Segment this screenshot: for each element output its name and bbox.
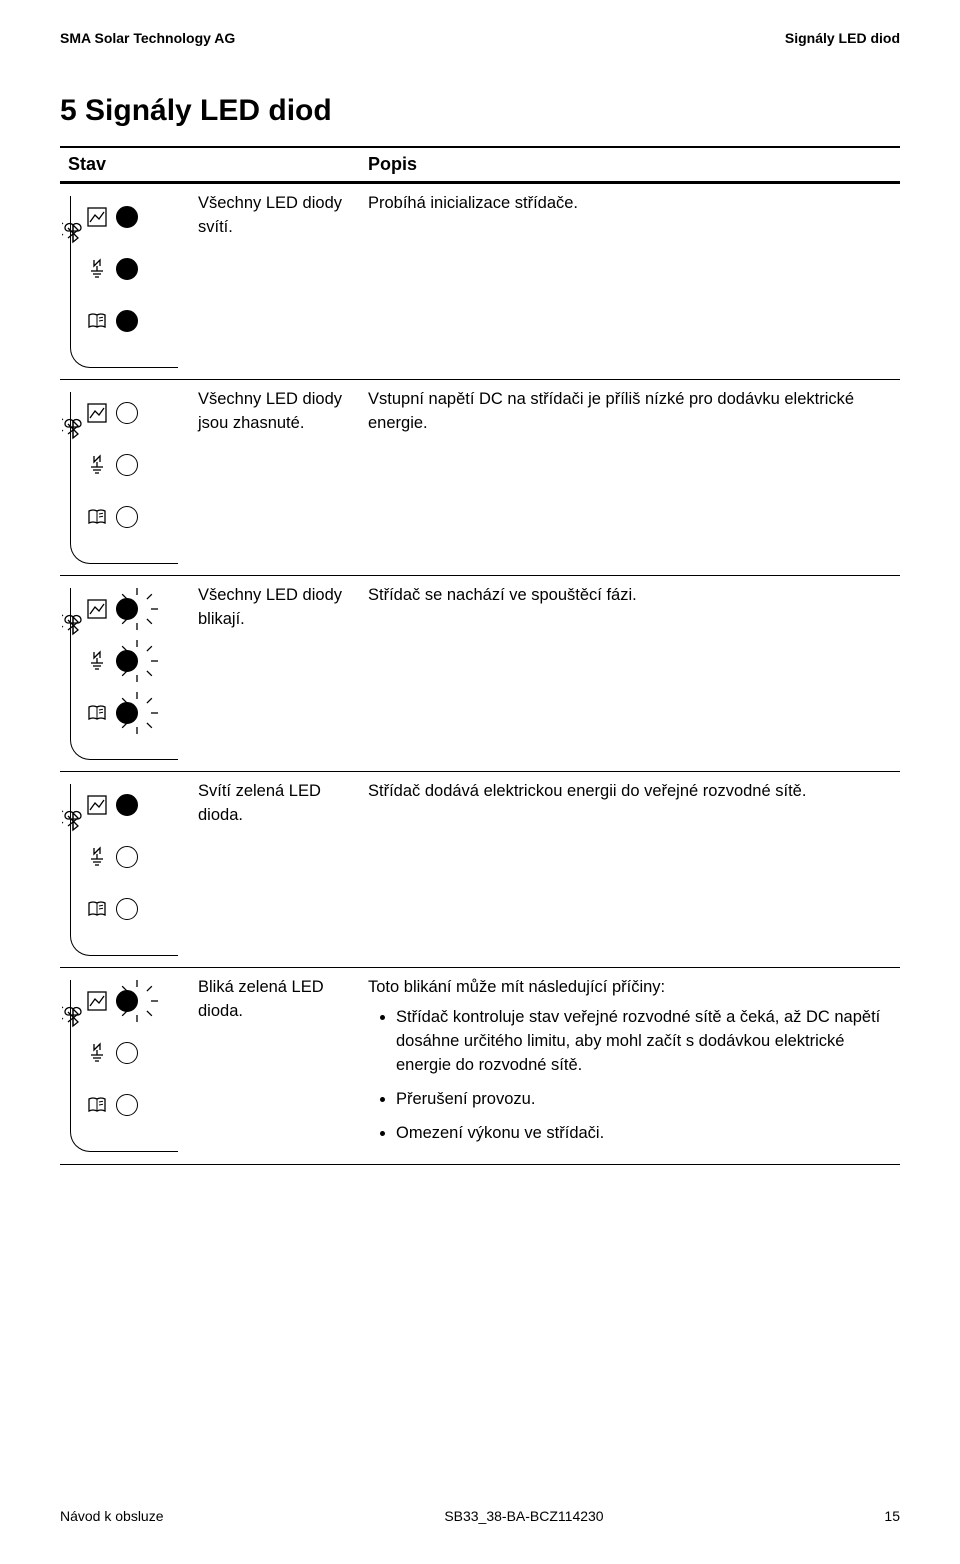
footer-left: Návod k obsluze <box>60 1508 164 1524</box>
book-icon <box>86 898 108 920</box>
popis-text: Toto blikání může mít následující příčin… <box>368 976 892 1000</box>
icon-cell <box>60 772 190 968</box>
col-header-popis: Popis <box>360 147 900 183</box>
popis-text: Střídač dodává elektrickou energii do ve… <box>368 780 892 804</box>
led-indicator <box>116 258 138 280</box>
list-item: Omezení výkonu ve střídači. <box>396 1122 892 1146</box>
stav-cell: Svítí zelená LED dioda. <box>190 772 360 968</box>
led-diagram <box>64 980 179 1155</box>
stav-cell: Všechny LED diody blikají. <box>190 576 360 772</box>
led-diagram <box>64 392 179 567</box>
popis-cell: Probíhá inicializace střídače. <box>360 183 900 380</box>
led-indicator <box>116 402 138 424</box>
led-indicator <box>116 506 138 528</box>
popis-cell: Střídač dodává elektrickou energii do ve… <box>360 772 900 968</box>
led-diagram <box>64 784 179 959</box>
table-row: Všechny LED diody jsou zhasnuté.Vstupní … <box>60 380 900 576</box>
page-footer: Návod k obsluze SB33_38-BA-BCZ114230 15 <box>60 1478 900 1524</box>
icon-cell <box>60 968 190 1165</box>
led-table: Stav Popis Všechny LED diody svítí. Probí… <box>60 146 900 1165</box>
popis-text: Vstupní napětí DC na střídači je příliš … <box>368 388 892 436</box>
ground-icon <box>86 846 108 868</box>
bluetooth-icon <box>62 418 84 440</box>
stav-cell: Všechny LED diody jsou zhasnuté. <box>190 380 360 576</box>
icon-cell <box>60 380 190 576</box>
section-title: 5 Signály LED diod <box>60 94 900 128</box>
led-indicator <box>116 206 138 228</box>
list-item: Přerušení provozu. <box>396 1088 892 1112</box>
popis-cell: Toto blikání může mít následující příčin… <box>360 968 900 1165</box>
table-row: Všechny LED diody blikají. Střídač se nac… <box>60 576 900 772</box>
footer-right: 15 <box>884 1508 900 1524</box>
popis-cell: Střídač se nachází ve spouštěcí fázi. <box>360 576 900 772</box>
stav-cell: Bliká zelená LED dioda. <box>190 968 360 1165</box>
ground-icon <box>86 454 108 476</box>
book-icon <box>86 310 108 332</box>
led-diagram <box>64 196 179 371</box>
header-left: SMA Solar Technology AG <box>60 30 235 46</box>
col-header-stav: Stav <box>60 147 360 183</box>
chart-icon <box>86 794 108 816</box>
icon-cell <box>60 576 190 772</box>
led-indicator <box>116 846 138 868</box>
table-row: Bliká zelená LED dioda. Toto blikání může… <box>60 968 900 1165</box>
table-row: Svítí zelená LED dioda. Střídač dodává el… <box>60 772 900 968</box>
bluetooth-icon <box>62 810 84 832</box>
icon-cell <box>60 183 190 380</box>
footer-center: SB33_38-BA-BCZ114230 <box>444 1508 603 1524</box>
book-icon <box>86 506 108 528</box>
popis-text: Probíhá inicializace střídače. <box>368 192 892 216</box>
chart-icon <box>86 206 108 228</box>
bluetooth-icon <box>62 222 84 244</box>
bullet-list: Střídač kontroluje stav veřejné rozvodné… <box>368 1006 892 1146</box>
led-diagram <box>64 588 179 763</box>
led-indicator <box>116 898 138 920</box>
table-row: Všechny LED diody svítí. Probíhá iniciali… <box>60 183 900 380</box>
ground-icon <box>86 258 108 280</box>
page: SMA Solar Technology AG Signály LED diod… <box>0 0 960 1564</box>
list-item: Střídač kontroluje stav veřejné rozvodné… <box>396 1006 892 1078</box>
stav-cell: Všechny LED diody svítí. <box>190 183 360 380</box>
led-indicator <box>116 794 138 816</box>
popis-text: Střídač se nachází ve spouštěcí fázi. <box>368 584 892 608</box>
popis-cell: Vstupní napětí DC na střídači je příliš … <box>360 380 900 576</box>
page-header: SMA Solar Technology AG Signály LED diod <box>60 30 900 46</box>
led-indicator <box>116 310 138 332</box>
header-right: Signály LED diod <box>785 30 900 46</box>
led-indicator <box>116 454 138 476</box>
chart-icon <box>86 402 108 424</box>
